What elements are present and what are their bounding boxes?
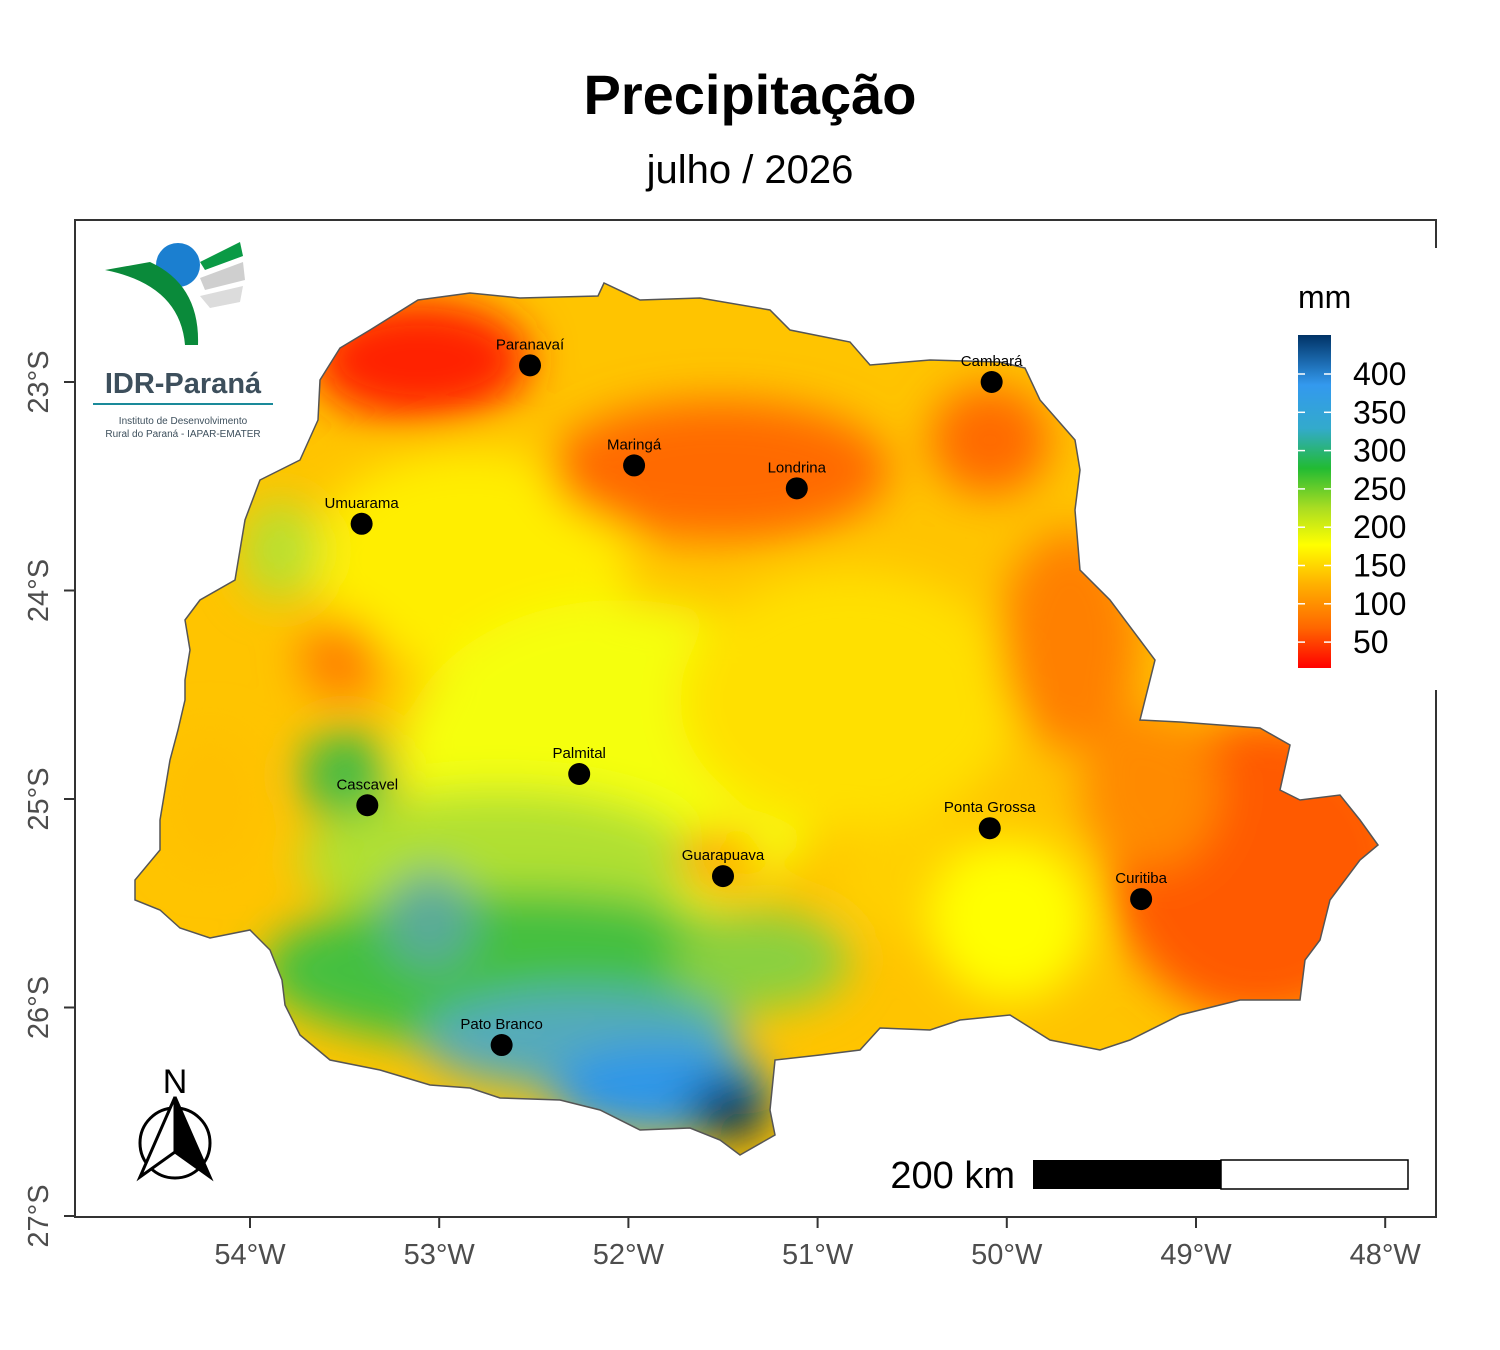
city-label: Londrina <box>768 459 827 476</box>
city-label: Umuarama <box>325 495 400 512</box>
city-marker <box>568 762 591 785</box>
north-label: N <box>163 1063 188 1101</box>
y-tick-label: 25°S <box>23 767 55 830</box>
legend-tick-label: 400 <box>1353 356 1406 392</box>
city-label: Paranavaí <box>496 336 565 353</box>
city-marker <box>356 794 379 817</box>
page-title: Precipitação <box>583 63 917 126</box>
north-arrow-right-icon <box>173 1096 214 1182</box>
y-tick-label: 23°S <box>23 350 55 413</box>
city-label: Maringá <box>607 436 662 453</box>
legend-colorbar <box>1298 335 1331 668</box>
city-marker <box>712 865 734 888</box>
state-boundary <box>134 281 1380 1156</box>
x-tick-label: 52°W <box>593 1239 665 1271</box>
north-arrow: N <box>136 1063 214 1182</box>
x-axis: 54°W 53°W 52°W 51°W 50°W 49°W 48°W <box>214 1217 1421 1271</box>
city-marker <box>623 454 646 477</box>
legend-title: mm <box>1298 279 1351 315</box>
logo-stripe-icon <box>105 262 199 345</box>
x-tick-label: 51°W <box>782 1239 854 1271</box>
scale-bar-black <box>1033 1160 1221 1189</box>
logo-subtitle-line2: Rural do Paraná - IAPAR-EMATER <box>105 429 260 440</box>
city-marker <box>785 477 808 500</box>
x-tick-label: 53°W <box>404 1239 476 1271</box>
city-label: Cambará <box>961 353 1023 370</box>
logo-subtitle-line1: Instituto de Desenvolvimento <box>119 416 248 427</box>
scale-bar: 200 km <box>890 1155 1409 1197</box>
legend-tick-label: 200 <box>1353 509 1406 545</box>
logo-name: IDR-Paraná <box>105 368 262 400</box>
city-label: Pato Branco <box>460 1016 543 1033</box>
y-axis: 23°S 24°S 25°S 26°S 27°S <box>23 350 75 1248</box>
city-label: Palmital <box>553 745 606 762</box>
legend-tick-label: 50 <box>1353 624 1389 660</box>
y-tick-label: 26°S <box>23 976 55 1039</box>
city-marker <box>350 512 373 535</box>
city-marker <box>519 354 542 377</box>
legend-tick-label: 100 <box>1353 586 1406 622</box>
legend-tick-label: 350 <box>1353 394 1406 430</box>
cities-layer: Paranavaí Cambará Maringá Londrina Umuarama P… <box>325 336 1168 1057</box>
city-marker <box>980 371 1003 393</box>
x-tick-label: 54°W <box>214 1239 286 1271</box>
city-label: Guarapuava <box>682 847 765 864</box>
page-subtitle: julho / 2026 <box>646 148 854 192</box>
y-tick-label: 27°S <box>23 1184 55 1247</box>
idr-logo: IDR-Paraná Instituto de Desenvolvimento … <box>93 242 273 440</box>
legend-tick-label: 150 <box>1353 548 1406 584</box>
y-tick-label: 24°S <box>23 559 55 622</box>
city-label: Cascavel <box>336 776 398 793</box>
city-label: Ponta Grossa <box>944 799 1036 816</box>
city-label: Curitiba <box>1115 870 1167 887</box>
scale-bar-label: 200 km <box>890 1155 1015 1197</box>
legend-tick-label: 300 <box>1353 433 1406 469</box>
x-tick-label: 50°W <box>971 1239 1043 1271</box>
x-tick-label: 49°W <box>1160 1239 1232 1271</box>
city-marker <box>490 1034 513 1057</box>
legend-tick-label: 250 <box>1353 471 1406 507</box>
city-marker <box>978 817 1001 840</box>
x-tick-label: 48°W <box>1350 1239 1422 1271</box>
scale-bar-white <box>1220 1159 1409 1190</box>
city-marker <box>1130 888 1153 911</box>
